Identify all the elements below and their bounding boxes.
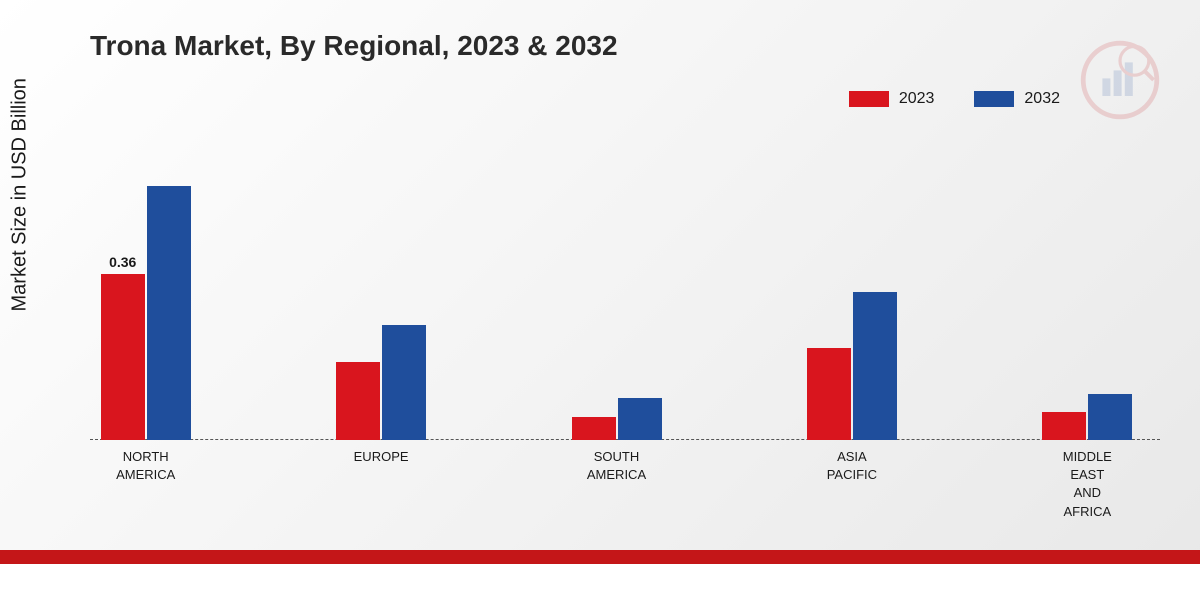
bar-2032 <box>853 292 897 440</box>
bar-group: EUROPE <box>336 325 426 440</box>
category-label: SOUTHAMERICA <box>587 448 646 484</box>
legend-swatch-2023 <box>849 91 889 107</box>
category-label: ASIAPACIFIC <box>827 448 877 484</box>
bar-2032 <box>382 325 426 440</box>
footer-white-bar <box>0 564 1200 600</box>
bar-2032 <box>1088 394 1132 440</box>
bar-value-label: 0.36 <box>109 254 136 270</box>
legend-item-2032: 2032 <box>974 90 1060 108</box>
y-axis-label: Market Size in USD Billion <box>9 78 32 311</box>
bar-group: ASIAPACIFIC <box>807 292 897 440</box>
bar-2023 <box>1042 412 1086 440</box>
bar-2032 <box>147 186 191 440</box>
bar-2023 <box>807 348 851 440</box>
legend-item-2023: 2023 <box>849 90 935 108</box>
bar-2023 <box>572 417 616 440</box>
category-label: EUROPE <box>354 448 409 466</box>
chart-area: 0.36NORTHAMERICA EUROPE SOUTHAMERICA ASIAPA… <box>90 140 1160 440</box>
legend-label-2032: 2032 <box>1024 90 1060 108</box>
watermark-logo-icon <box>1080 40 1160 120</box>
bar-2032 <box>618 398 662 440</box>
chart-title: Trona Market, By Regional, 2023 & 2032 <box>90 30 618 62</box>
bar-group: SOUTHAMERICA <box>572 398 662 440</box>
legend-swatch-2032 <box>974 91 1014 107</box>
bar-group: 0.36NORTHAMERICA <box>101 186 191 440</box>
bar-group: MIDDLEEASTANDAFRICA <box>1042 394 1132 440</box>
bar-2023 <box>336 362 380 440</box>
legend-label-2023: 2023 <box>899 90 935 108</box>
bar-2023: 0.36 <box>101 274 145 440</box>
footer-red-bar <box>0 550 1200 564</box>
legend: 2023 2032 <box>849 90 1060 108</box>
category-label: MIDDLEEASTANDAFRICA <box>1063 448 1112 521</box>
category-label: NORTHAMERICA <box>116 448 175 484</box>
